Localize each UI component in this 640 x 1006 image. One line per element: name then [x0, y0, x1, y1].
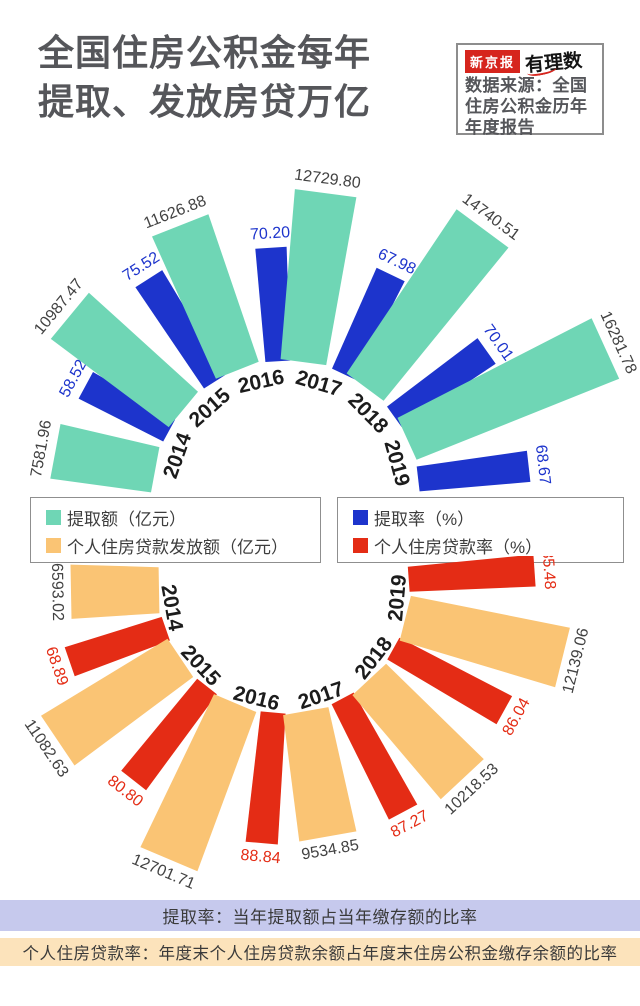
year-label-2019: 2019	[384, 574, 411, 623]
brand-row: 新京报 有理数	[465, 49, 595, 76]
rate-bar-2018	[387, 637, 513, 725]
note-text: 提取率：当年提取额占当年缴存额的比率	[162, 908, 478, 927]
year-label-2016: 2016	[236, 365, 287, 398]
value-bar-2014	[70, 564, 160, 619]
page-title-line2: 提取、发放房贷万亿	[38, 81, 372, 122]
legend-label: 个人住房贷款发放额（亿元）	[67, 537, 288, 557]
legend-item-loan-rate: 个人住房贷款率（%）	[353, 535, 543, 557]
note-text: 个人住房贷款率：年度末个人住房贷款余额占年度末住房公积金缴存余额的比率	[22, 945, 618, 963]
rate-label-2016: 70.20	[250, 224, 291, 243]
withdrawal-rate-swatch-icon	[353, 509, 368, 525]
legend-item-withdrawal-rate: 提取率（%）	[353, 507, 475, 529]
brand-newjingbao-logo: 新京报	[465, 49, 521, 73]
rate-bar-2018	[387, 338, 496, 427]
brand-youlishu-logo: 有理数	[524, 45, 583, 77]
source-box: 新京报 有理数 数据来源：全国 住房公积金历年 年度报告	[456, 43, 604, 137]
legend-box-amounts: 提取额（亿元） 个人住房贷款发放额（亿元）	[30, 497, 321, 563]
legend-label: 个人住房贷款率（%）	[374, 537, 543, 557]
value-label-2017: 9534.85	[300, 837, 360, 864]
rate-bar-2015	[121, 678, 217, 791]
year-label-2019: 2019	[379, 438, 414, 489]
rate-bar-2016	[245, 711, 286, 845]
value-label-2014: 7581.96	[28, 419, 55, 479]
loan-rate-swatch-icon	[353, 537, 368, 553]
rate-bar-2015	[135, 270, 226, 389]
rate-bar-2019	[416, 450, 531, 492]
legend-item-loan-amount: 个人住房贷款发放额（亿元）	[46, 535, 288, 557]
year-label-2017: 2017	[293, 366, 344, 401]
legend-item-withdrawal-amount: 提取额（亿元）	[46, 507, 186, 529]
withdrawal-amount-swatch-icon	[46, 509, 61, 525]
page-title-line1: 全国住房公积金每年	[38, 32, 372, 73]
value-bar-2017	[283, 707, 357, 842]
note-loan-rate-definition: 个人住房贷款率：年度末个人住房贷款余额占年度末住房公积金缴存余额的比率	[0, 938, 640, 966]
value-bar-2016	[152, 214, 259, 379]
data-source-note: 数据来源：全国 住房公积金历年 年度报告	[465, 76, 588, 137]
rate-bar-2014	[78, 372, 176, 442]
rate-label-2019: 68.67	[532, 444, 553, 486]
rate-bar-2017	[331, 692, 418, 820]
value-label-2017: 12729.80	[293, 167, 361, 193]
value-bar-2018	[346, 209, 509, 401]
note-withdrawal-rate-definition: 提取率：当年提取额占当年缴存额的比率	[0, 900, 640, 931]
value-bar-2019	[397, 318, 620, 460]
value-bar-2019	[399, 595, 570, 688]
value-bar-2014	[50, 424, 160, 493]
value-bar-2015	[41, 638, 194, 766]
value-bar-2016	[140, 694, 257, 872]
legend-label: 提取额（亿元）	[67, 509, 186, 529]
legend-box-rates: 提取率（%） 个人住房贷款率（%）	[337, 497, 624, 563]
rate-bar-2016	[255, 246, 291, 362]
value-bar-2015	[50, 292, 198, 428]
legend-label: 提取率（%）	[374, 509, 475, 529]
value-label-2014: 6593.02	[48, 563, 66, 621]
page-title: 全国住房公积金每年 提取、发放房贷万亿	[38, 28, 371, 126]
value-bar-2017	[280, 189, 357, 366]
rate-label-2016: 88.84	[240, 847, 281, 867]
loan-amount-swatch-icon	[46, 537, 61, 553]
rate-label-2019: 85.48	[539, 556, 559, 590]
rate-bar-2014	[64, 616, 170, 677]
rate-bar-2019	[407, 556, 536, 592]
value-bar-2018	[352, 663, 484, 800]
rate-bar-2017	[332, 267, 405, 380]
top-fan-chart-withdrawals: 20147581.9658.52201510987.4775.522016116…	[28, 167, 640, 493]
